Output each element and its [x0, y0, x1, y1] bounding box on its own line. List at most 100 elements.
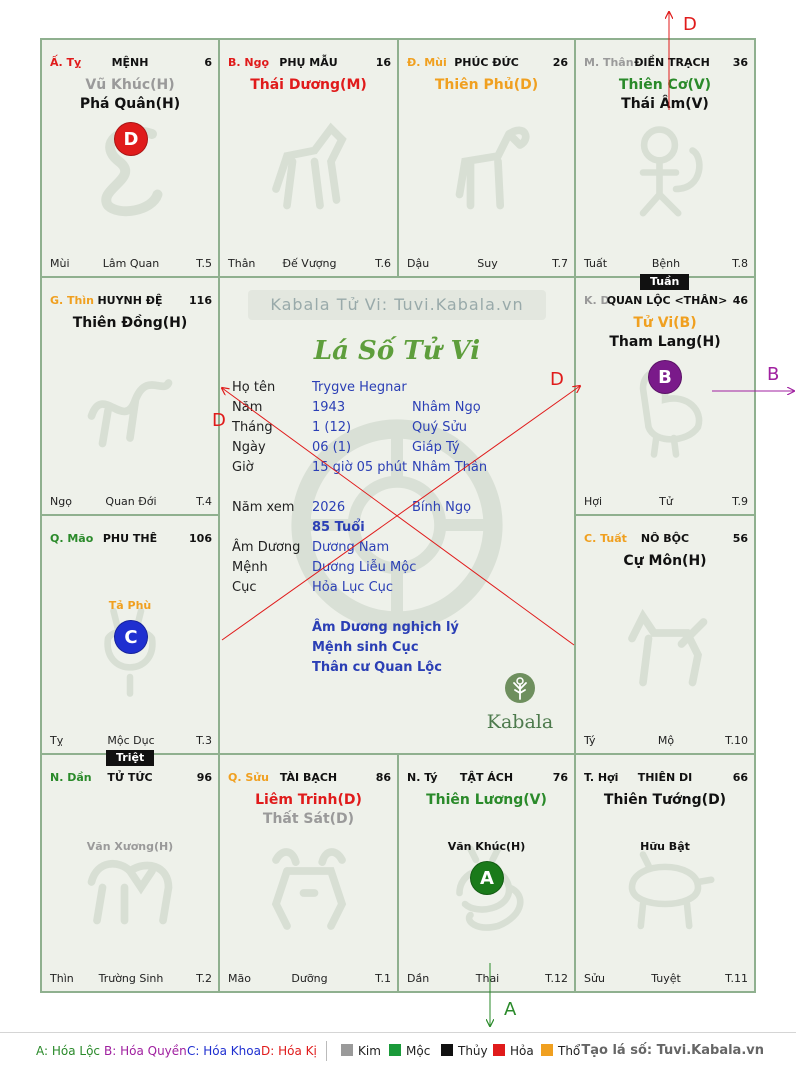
palace-bottom-left: Tý	[584, 734, 596, 747]
palace-bottom-left: Mùi	[50, 257, 70, 270]
palace-number: 56	[732, 532, 748, 545]
badge-hoa-quyen: B	[648, 360, 682, 394]
star-thien-dong: Thiên Đồng(H)	[72, 315, 188, 331]
palace-menh: Ấ. Tỵ MỆNH 6 Vũ Khúc(H) Phá Quân(H) D Mù…	[40, 38, 220, 278]
star-thien-luong: Thiên Lương(V)	[426, 792, 547, 808]
star-that-sat: Thất Sát(D)	[262, 811, 355, 827]
palace-bottom-left: Thìn	[50, 972, 74, 985]
site-banner: Kabala Tử Vi: Tuvi.Kabala.vn	[248, 290, 546, 320]
dog-zodiac-icon	[628, 608, 708, 687]
star-thien-phu: Thiên Phủ(D)	[434, 77, 539, 93]
palace-name: MỆNH	[111, 56, 149, 69]
arrow-label-b: B	[767, 364, 779, 385]
value-gio-can-chi: Nhâm Thân	[412, 460, 488, 475]
legend-hoa-label: Hỏa	[510, 1044, 534, 1058]
star-van-xuong: Văn Xương(H)	[86, 840, 174, 853]
palace-quan-loc: K. D QUAN LỘC <THÂN> 46 Tử Vi(B) Tham La…	[574, 276, 756, 516]
palace-number: 36	[732, 56, 748, 69]
palace-phu-the: Q. Mão PHU THÊ 106 Tả Phù C Tỵ Mộc Dục T…	[40, 514, 220, 755]
ox-zodiac-icon	[271, 848, 346, 931]
hoa-swatch	[493, 1044, 505, 1056]
note-menh-cuc: Mệnh sinh Cục	[312, 640, 419, 655]
palace-number: 76	[552, 771, 568, 784]
palace-can-chi: Q. Mão	[50, 532, 94, 545]
arrow-label-d-top: D	[683, 14, 697, 35]
palace-name: TỬ TỨC	[107, 771, 153, 784]
legend-tho: Thổ	[541, 1044, 580, 1058]
thuy-swatch	[441, 1044, 453, 1056]
palace-can-chi: Đ. Mùi	[407, 56, 447, 69]
star-van-khuc: Văn Khúc(H)	[447, 840, 526, 853]
palace-name: HUYNH ĐỆ	[97, 294, 163, 307]
palace-bottom-left: Tuất	[584, 257, 608, 270]
tuan-tag: Tuần	[640, 274, 690, 290]
palace-can-chi: Q. Sửu	[228, 771, 269, 784]
palace-bottom-right: T.9	[732, 495, 748, 508]
palace-bottom-center: Suy	[477, 257, 498, 270]
palace-tu-tuc: N. Dần TỬ TỨC 96 Văn Xương(H) Thìn Trườn…	[40, 753, 220, 993]
star-thai-duong: Thái Dương(M)	[250, 77, 367, 93]
palace-can-chi: B. Ngọ	[228, 56, 270, 69]
palace-number: 66	[732, 771, 748, 784]
legend-moc: Mộc	[389, 1044, 430, 1058]
palace-bottom-right: T.11	[725, 972, 748, 985]
palace-bottom-center: Đế Vượng	[282, 257, 337, 270]
palace-bottom-right: T.5	[196, 257, 212, 270]
kabala-logo: Kabala	[486, 671, 554, 733]
value-tuoi: 85 Tuổi	[312, 520, 365, 535]
palace-bottom-left: Mão	[228, 972, 251, 985]
legend-tho-label: Thổ	[558, 1044, 581, 1058]
palace-bottom-left: Dần	[407, 972, 430, 985]
value-nam-can-chi: Nhâm Ngọ	[412, 400, 481, 415]
palace-name: ĐIỀN TRẠCH	[634, 56, 710, 69]
palace-bottom-center: Lâm Quan	[102, 257, 160, 270]
brand-name: Kabala	[486, 711, 554, 733]
star-ta-phu: Tả Phù	[108, 599, 152, 612]
badge-hoa-ki: D	[114, 122, 148, 156]
legend-kim-label: Kim	[358, 1044, 381, 1058]
palace-number: 46	[732, 294, 748, 307]
star-liem-trinh: Liêm Trinh(D)	[255, 792, 362, 808]
legend-moc-label: Mộc	[406, 1044, 431, 1058]
dragon-zodiac-icon	[87, 379, 173, 448]
rat-zodiac-icon	[455, 846, 524, 932]
star-pha-quan: Phá Quân(H)	[79, 96, 181, 112]
star-cu-mon: Cự Môn(H)	[623, 553, 707, 569]
palace-bottom-left: Sửu	[584, 972, 605, 985]
palace-bottom-center: Tuyệt	[651, 972, 681, 985]
palace-bottom-center: Trường Sinh	[98, 972, 164, 985]
palace-name: PHÚC ĐỨC	[454, 56, 519, 69]
pig-zodiac-icon	[628, 851, 715, 930]
chart-title: Lá Số Tử Vi	[313, 336, 481, 366]
palace-bottom-left: Ngọ	[50, 495, 72, 508]
palace-name: NÔ BỘC	[640, 532, 690, 545]
value-thang-can-chi: Quý Sửu	[412, 420, 468, 435]
kim-swatch	[341, 1044, 353, 1056]
goat-zodiac-icon	[455, 126, 530, 210]
palace-bottom-right: T.8	[732, 257, 748, 270]
palace-number: 26	[552, 56, 568, 69]
label-thang: Tháng	[232, 420, 273, 435]
center-info-panel: Kabala Tử Vi: Tuvi.Kabala.vn Lá Số Tử Vi…	[218, 276, 576, 755]
palace-can-chi: T. Hợi	[584, 771, 619, 784]
palace-no-boc: C. Tuất NÔ BỘC 56 Cự Môn(H) Tý Mộ T.10	[574, 514, 756, 755]
palace-can-chi: N. Dần	[50, 771, 92, 784]
palace-number: 96	[196, 771, 212, 784]
palace-dien-trach: M. Thân ĐIỀN TRẠCH 36 Thiên Cơ(V) Thái Â…	[574, 38, 756, 278]
value-nam-xem-can-chi: Bính Ngọ	[412, 500, 472, 515]
star-vu-khuc: Vũ Khúc(H)	[85, 77, 175, 93]
palace-number: 86	[375, 771, 391, 784]
star-thien-tuong: Thiên Tướng(D)	[603, 792, 727, 808]
value-am-duong: Dương Nam	[312, 540, 390, 555]
label-nam: Năm	[232, 400, 263, 415]
palace-bottom-left: Thân	[228, 257, 256, 270]
legend-hoa-khoa: C: Hóa Khoa	[187, 1044, 261, 1058]
value-nam: 1943	[312, 400, 346, 415]
palace-bottom-right: T.4	[196, 495, 212, 508]
label-menh: Mệnh	[232, 560, 268, 575]
palace-name: QUAN LỘC <THÂN>	[606, 294, 728, 307]
credit-link[interactable]: Tạo lá số: Tuvi.Kabala.vn	[581, 1043, 764, 1058]
palace-tat-ach: N. Tý TẬT ÁCH 76 Thiên Lương(V) Văn Khúc…	[397, 753, 576, 993]
star-huu-bat: Hữu Bật	[640, 840, 690, 853]
palace-bottom-left: Hợi	[584, 495, 603, 508]
